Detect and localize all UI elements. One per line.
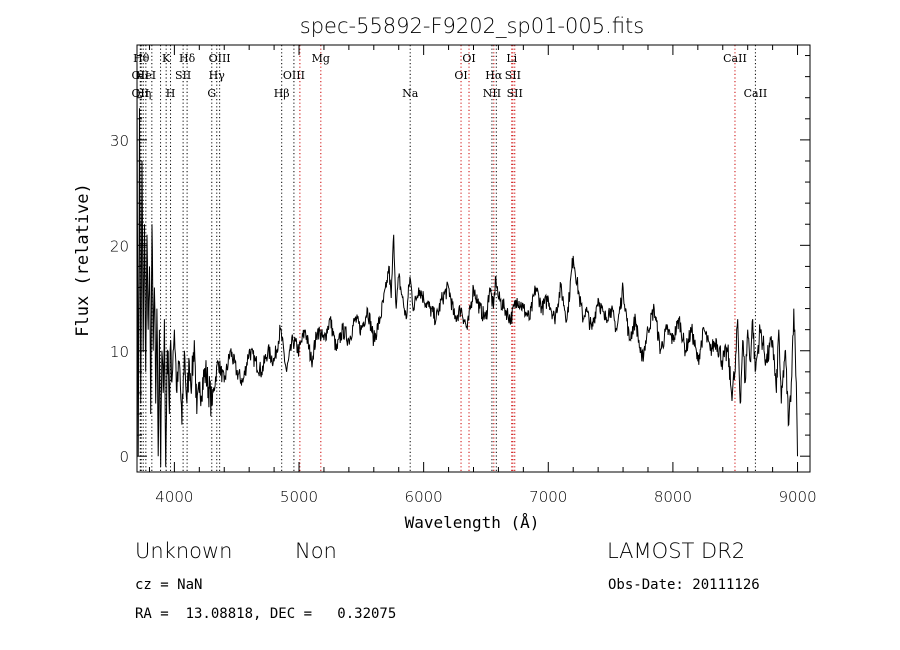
x-tick-label: 5000	[280, 488, 318, 506]
obs-date-text: Obs-Date: 20111126	[608, 577, 760, 593]
spectral-line-label: G	[207, 87, 216, 100]
spectral-line-label: SII	[175, 69, 191, 82]
spectral-line-label: H	[166, 87, 176, 100]
subclass-label: Non	[295, 539, 337, 563]
x-tick-label: 4000	[155, 488, 193, 506]
flux-series-line	[136, 76, 798, 467]
spectral-line-label: NII	[483, 87, 501, 100]
spectral-line-label: Li	[506, 52, 517, 65]
y-axis: 0 10 20 30	[110, 55, 810, 466]
class-label: Unknown	[135, 539, 233, 563]
y-tick-label: 10	[110, 343, 129, 361]
spectral-line-label: OIII	[283, 69, 305, 82]
x-tick-label: 6000	[405, 488, 443, 506]
spectral-line-markers	[139, 45, 756, 472]
coordinates-text: RA = 13.08818, DEC = 0.32075	[135, 606, 397, 622]
spectral-line-label: Hδ	[179, 52, 196, 65]
spectral-line-label: CaII	[723, 52, 747, 65]
spectral-line-label: Mg	[312, 52, 330, 65]
spectral-line-label: OII	[132, 69, 150, 82]
plot-frame	[136, 44, 811, 473]
spectral-line-label: K	[162, 52, 171, 65]
redshift-text: cz = NaN	[135, 577, 203, 593]
spectral-line-label: Hα	[485, 69, 503, 82]
spectral-line-label: OII	[132, 87, 150, 100]
y-tick-label: 20	[110, 237, 129, 255]
chart-title: spec-55892-F9202_sp01-005.fits	[300, 14, 644, 38]
spectral-line-label: Hγ	[209, 69, 226, 82]
survey-label: LAMOST DR2	[607, 539, 746, 563]
spectral-line-label: SII	[507, 87, 523, 100]
y-tick-label: 30	[110, 132, 129, 150]
x-axis: 4000 5000 6000 7000 8000 9000	[148, 45, 817, 506]
y-tick-label: 0	[119, 448, 129, 466]
spectral-line-label: Na	[402, 87, 419, 100]
x-axis-label: Wavelength (Å)	[405, 513, 540, 532]
spectral-line-label: CaII	[744, 87, 768, 100]
spectral-line-label: OI	[454, 69, 467, 82]
y-axis-label: Flux (relative)	[73, 183, 93, 337]
x-tick-label: 9000	[778, 488, 816, 506]
spectral-line-label: OI	[462, 52, 475, 65]
spectral-line-label: SII	[505, 69, 521, 82]
x-tick-label: 8000	[654, 488, 692, 506]
spectral-line-label: Hθ	[133, 52, 150, 65]
spectral-line-labels: OII OII Hθ Hη HeI K H SII Hδ G Hγ OIII Hβ OIII Mg Na OI O…	[132, 52, 768, 100]
spectral-line-label: OIII	[209, 52, 231, 65]
x-tick-label: 7000	[529, 488, 567, 506]
spectral-line-label: Hβ	[274, 87, 290, 100]
spectral-line-label: Hη	[135, 87, 151, 100]
spectral-line-label: HeI	[136, 69, 156, 82]
spectrum-chart: spec-55892-F9202_sp01-005.fits OII OII Hθ H…	[73, 14, 817, 532]
